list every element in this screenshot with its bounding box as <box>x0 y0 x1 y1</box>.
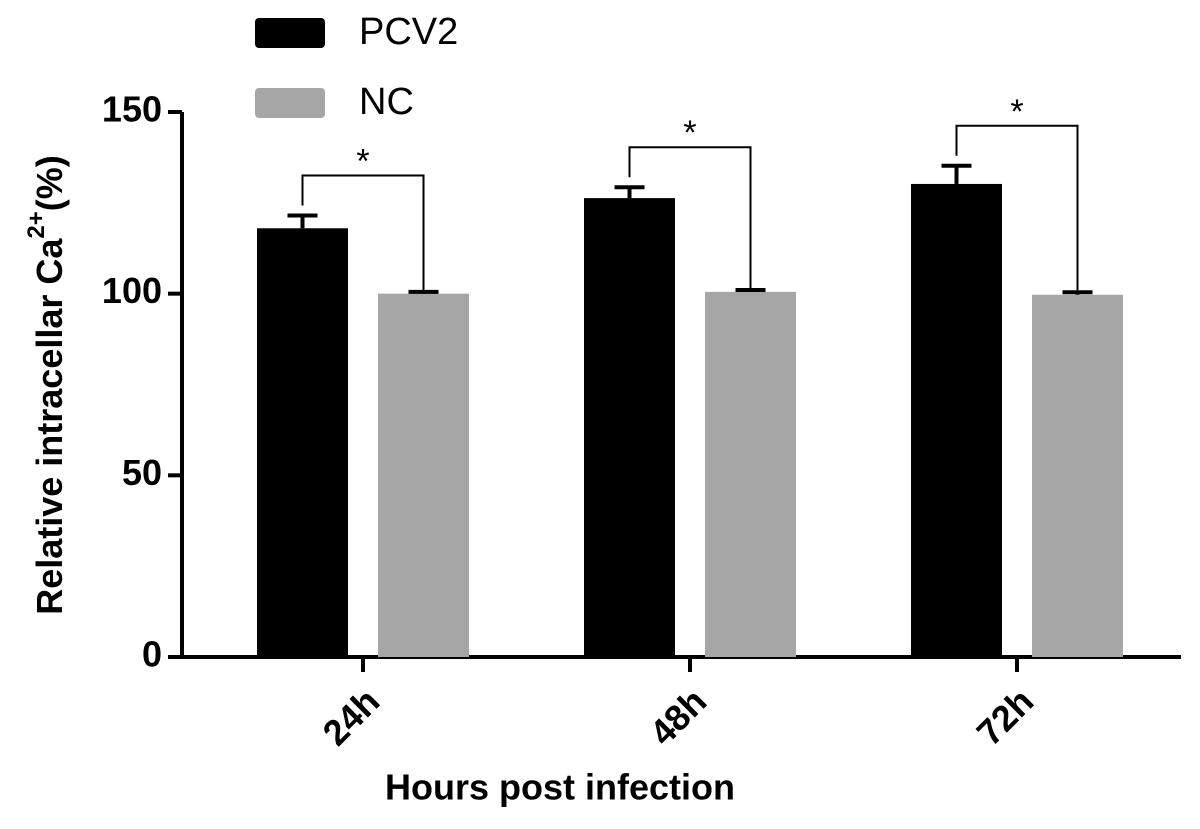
y-title-sup: 2+ <box>23 211 50 238</box>
y-title-main: Relative intracellar Ca <box>29 238 70 615</box>
bar <box>584 198 675 658</box>
y-tick-label: 0 <box>142 634 162 675</box>
y-tick-label: 150 <box>102 89 162 130</box>
significance-bracket <box>628 146 752 289</box>
legend-label: PCV2 <box>359 11 458 53</box>
legend-label: NC <box>359 81 414 123</box>
y-tick-label: 50 <box>122 452 162 493</box>
x-tick-label: 72h <box>969 680 1042 753</box>
bar <box>911 183 1002 657</box>
x-tick-label: 48h <box>642 680 715 753</box>
y-title-suffix: (%) <box>29 155 70 211</box>
bar <box>705 291 796 657</box>
significance-bracket <box>301 174 425 290</box>
legend-swatch <box>255 18 325 48</box>
significance-bracket <box>955 124 1079 291</box>
x-tick-label: 24h <box>315 680 388 753</box>
y-tick-label: 100 <box>102 270 162 311</box>
significance-label: * <box>356 143 369 181</box>
legend-swatch <box>255 88 325 118</box>
bar <box>257 228 348 657</box>
significance-label: * <box>1010 93 1023 131</box>
significance-label: * <box>683 114 696 152</box>
bar <box>1032 294 1123 657</box>
y-axis-title: Relative intracellar Ca2+(%) <box>23 155 69 615</box>
x-axis-title: Hours post infection <box>385 767 735 808</box>
bar <box>378 293 469 657</box>
